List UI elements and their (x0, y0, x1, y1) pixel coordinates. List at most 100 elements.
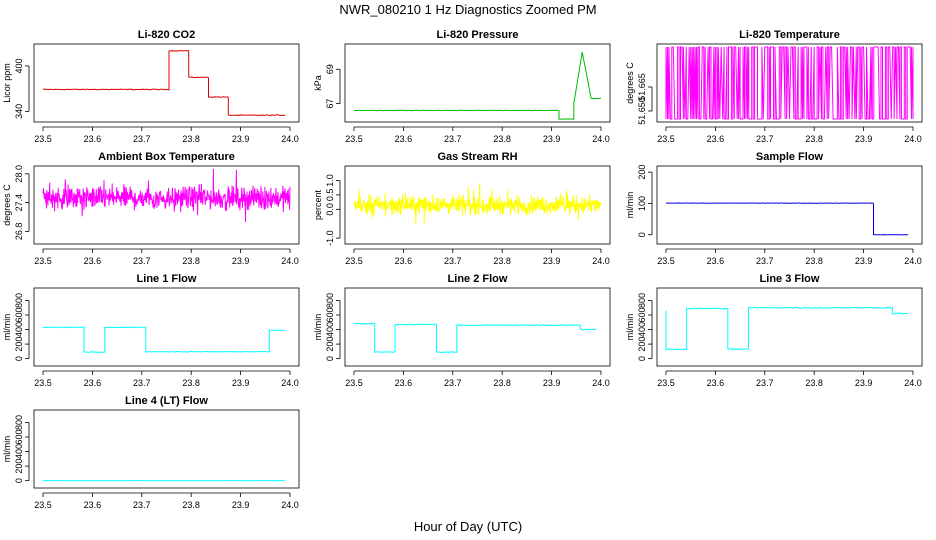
y-tick-label: 51.665 (637, 73, 647, 101)
plot-frame (33, 165, 300, 245)
x-tick-label: 24.0 (592, 134, 610, 144)
y-tick-label: 400 (637, 322, 647, 337)
panels-container: Li-820 CO2 Licor ppm 23.5 23.6 23.7 23.8 23.9 2… (2, 29, 923, 510)
chart-title: Ambient Box Temperature (98, 151, 235, 163)
x-tick-label: 23.5 (34, 378, 52, 388)
y-axis-label: Licor ppm (2, 63, 12, 103)
x-tick-label: 23.5 (34, 256, 52, 266)
x-tick-label: 24.0 (904, 378, 922, 388)
x-tick-label: 23.7 (444, 256, 462, 266)
series-line (42, 168, 291, 223)
y-axis-label: ml/min (2, 314, 12, 341)
chart-panel-10: Line 4 (LT) Flow ml/min 23.5 23.6 23.7 23.8 23… (2, 395, 300, 510)
y-axis-label: ml/min (313, 314, 323, 341)
y-tick-label: 0.0 (325, 203, 335, 216)
x-tick-label: 23.9 (232, 500, 250, 510)
x-tick-label: 23.8 (182, 134, 200, 144)
x-tick-label: 23.8 (493, 256, 511, 266)
x-tick-label: 23.7 (133, 500, 151, 510)
x-tick-label: 23.9 (855, 256, 873, 266)
x-tick-label: 24.0 (592, 256, 610, 266)
x-tick-label: 23.6 (707, 378, 725, 388)
chart-panel-6: Sample Flow ml/min 23.5 23.6 23.7 23.8 23.9 24.… (625, 151, 923, 266)
chart-title: Li-820 Temperature (739, 29, 840, 41)
x-tick-label: 23.6 (395, 134, 413, 144)
plot-frame (656, 43, 923, 123)
x-tick-label: 23.6 (84, 378, 102, 388)
chart-panel-4: Ambient Box Temperature degrees C 23.5 23.6… (2, 151, 300, 266)
x-axis-label: Hour of Day (UTC) (414, 519, 522, 534)
y-axis-label: percent (313, 189, 323, 220)
x-tick-label: 23.6 (707, 256, 725, 266)
x-tick-label: 24.0 (904, 134, 922, 144)
x-tick-label: 23.8 (182, 378, 200, 388)
x-tick-label: 23.6 (395, 256, 413, 266)
chart-panel-2: Li-820 Pressure kPa 23.5 23.6 23.7 23.8 23.9 24… (313, 29, 611, 144)
y-tick-label: 1.0 (325, 174, 335, 187)
x-tick-label: 23.6 (84, 500, 102, 510)
x-tick-label: 23.5 (657, 134, 675, 144)
y-tick-label: 400 (325, 322, 335, 337)
x-tick-label: 23.5 (345, 378, 363, 388)
series-line (354, 322, 597, 354)
x-tick-label: 23.9 (232, 134, 250, 144)
x-tick-label: 23.6 (395, 378, 413, 388)
y-tick-label: 400 (14, 58, 24, 73)
chart-title: Li-820 Pressure (437, 29, 519, 41)
y-tick-label: 0 (14, 356, 24, 361)
x-tick-label: 23.9 (855, 134, 873, 144)
y-tick-label: 200 (14, 337, 24, 352)
y-tick-label: 200 (637, 165, 647, 180)
plot-frame (33, 409, 300, 489)
x-tick-label: 23.9 (232, 378, 250, 388)
chart-panel-7: Line 1 Flow ml/min 23.5 23.6 23.7 23.8 23.9 24.… (2, 273, 300, 388)
x-tick-label: 24.0 (281, 378, 299, 388)
y-tick-label: 100 (637, 196, 647, 211)
x-tick-label: 23.7 (133, 378, 151, 388)
chart-title: Sample Flow (756, 151, 824, 163)
chart-title: Gas Stream RH (437, 151, 517, 163)
x-tick-label: 23.5 (657, 256, 675, 266)
chart-panel-3: Li-820 Temperature degrees C 23.5 23.6 23.7 2… (625, 29, 923, 144)
y-tick-label: 27.4 (14, 194, 24, 212)
y-tick-label: 51.650 (637, 97, 647, 125)
x-tick-label: 23.6 (84, 134, 102, 144)
y-tick-label: 28.0 (14, 165, 24, 183)
figure-title: NWR_080210 1 Hz Diagnostics Zoomed PM (339, 2, 596, 17)
y-tick-label: 800 (637, 293, 647, 308)
x-tick-label: 23.9 (543, 378, 561, 388)
chart-panel-9: Line 3 Flow ml/min 23.5 23.6 23.7 23.8 23.9 24.… (625, 273, 923, 388)
x-tick-label: 23.7 (133, 134, 151, 144)
series-line (353, 182, 602, 224)
x-tick-label: 23.6 (707, 134, 725, 144)
y-tick-label: 400 (14, 322, 24, 337)
chart-title: Li-820 CO2 (138, 29, 195, 41)
y-tick-label: 200 (325, 337, 335, 352)
x-tick-label: 23.7 (756, 378, 774, 388)
series-line (665, 46, 914, 120)
x-tick-label: 24.0 (281, 134, 299, 144)
chart-title: Line 2 Flow (448, 273, 508, 285)
plot-frame (344, 287, 611, 367)
x-tick-label: 23.9 (232, 256, 250, 266)
plot-frame (33, 287, 300, 367)
chart-title: Line 3 Flow (760, 273, 820, 285)
x-tick-label: 23.5 (657, 378, 675, 388)
x-tick-label: 23.5 (34, 134, 52, 144)
y-tick-label: 800 (14, 415, 24, 430)
y-tick-label: 600 (14, 307, 24, 322)
x-tick-label: 23.9 (855, 378, 873, 388)
x-tick-label: 24.0 (281, 500, 299, 510)
y-tick-label: 800 (325, 293, 335, 308)
y-tick-label: 67 (325, 99, 335, 109)
y-axis-label: ml/min (2, 436, 12, 463)
chart-panel-5: Gas Stream RH percent 23.5 23.6 23.7 23.8 23.9… (313, 151, 611, 266)
x-tick-label: 23.8 (493, 134, 511, 144)
y-tick-label: 69 (325, 64, 335, 74)
x-tick-label: 23.8 (182, 500, 200, 510)
chart-title: Line 1 Flow (137, 273, 197, 285)
y-tick-label: -1.0 (325, 230, 335, 246)
x-tick-label: 24.0 (592, 378, 610, 388)
y-tick-label: 0.5 (325, 189, 335, 202)
